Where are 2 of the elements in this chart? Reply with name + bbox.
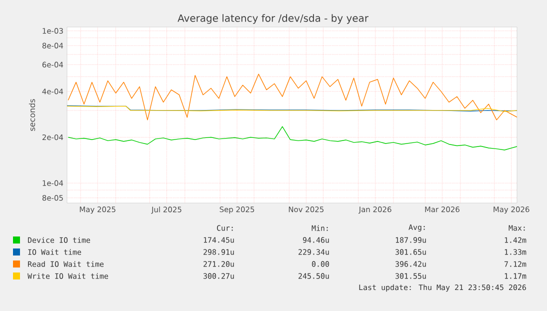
line-series <box>68 74 518 120</box>
chart-title: Average latency for /dev/sda - by year <box>178 14 368 24</box>
